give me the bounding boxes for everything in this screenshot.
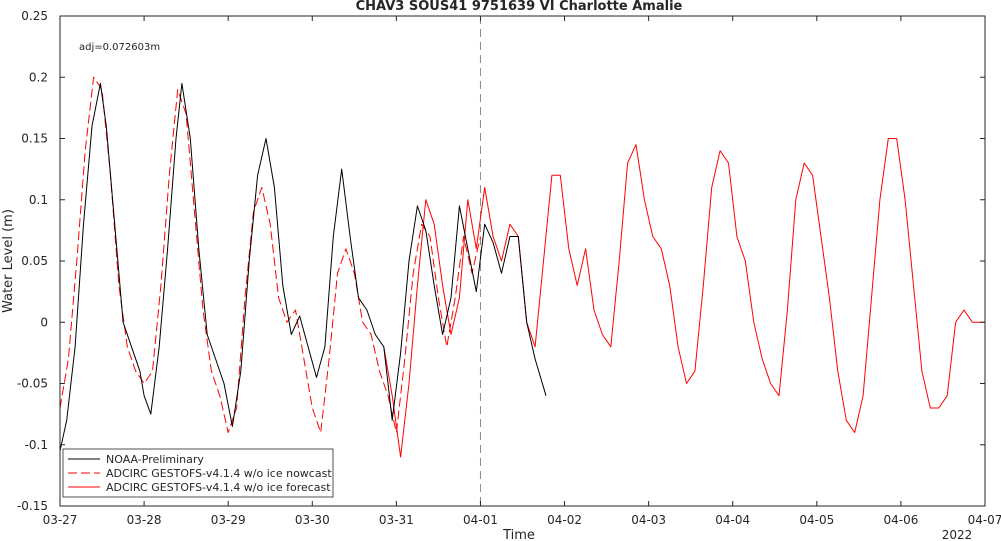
y-tick-label: 0 xyxy=(40,315,48,329)
y-tick-label: 0.05 xyxy=(21,254,48,268)
series-line-1 xyxy=(59,76,481,433)
y-tick-label: 0.1 xyxy=(29,193,48,207)
adjustment-annotation: adj=0.072603m xyxy=(79,42,160,53)
x-tick-label: 04-03 xyxy=(631,513,666,527)
x-tick-label: 04-04 xyxy=(715,513,750,527)
series-layer xyxy=(59,76,985,458)
y-tick-label: -0.15 xyxy=(17,499,48,513)
x-tick-label: 04-06 xyxy=(883,513,918,527)
x-tick-label: 03-30 xyxy=(295,513,330,527)
x-tick-label: 04-01 xyxy=(463,513,498,527)
legend-box xyxy=(62,448,334,498)
y-tick-label: 0.2 xyxy=(29,70,48,84)
y-tick-label: 0.15 xyxy=(21,132,48,146)
legend-label-forecast: ADCIRC GESTOFS-v4.1.4 w/o ice forecast xyxy=(106,481,331,494)
y-axis-label: Water Level (m) xyxy=(1,209,16,313)
year-label: 2022 xyxy=(942,528,973,541)
y-axis-ticks: -0.15 -0.1 -0.05 0 0.05 0.1 0.15 0.2 0.25 xyxy=(17,9,985,513)
x-tick-label: 03-28 xyxy=(127,513,162,527)
legend: NOAA-Preliminary ADCIRC GESTOFS-v4.1.4 w… xyxy=(62,448,334,498)
legend-label-noaa: NOAA-Preliminary xyxy=(106,453,204,466)
series-line-2 xyxy=(383,138,985,458)
legend-label-nowcast: ADCIRC GESTOFS-v4.1.4 w/o ice nowcast xyxy=(106,467,332,480)
x-tick-label: 04-07 xyxy=(968,513,1001,527)
y-tick-label: -0.1 xyxy=(25,438,48,452)
y-tick-label: 0.25 xyxy=(21,9,48,23)
x-axis-ticks: 03-27 03-28 03-29 03-30 03-31 04-01 04-02 04-03… xyxy=(43,16,1001,527)
x-tick-label: 04-02 xyxy=(547,513,582,527)
x-tick-label: 03-31 xyxy=(379,513,414,527)
x-tick-label: 03-27 xyxy=(43,513,78,527)
series-line-0 xyxy=(59,82,547,452)
x-axis-label: Time xyxy=(502,528,535,541)
x-tick-label: 03-29 xyxy=(211,513,246,527)
chart-title: CHAV3 SOUS41 9751639 VI Charlotte Amalie xyxy=(356,0,683,14)
y-tick-label: -0.05 xyxy=(17,377,48,391)
x-tick-label: 04-05 xyxy=(799,513,834,527)
